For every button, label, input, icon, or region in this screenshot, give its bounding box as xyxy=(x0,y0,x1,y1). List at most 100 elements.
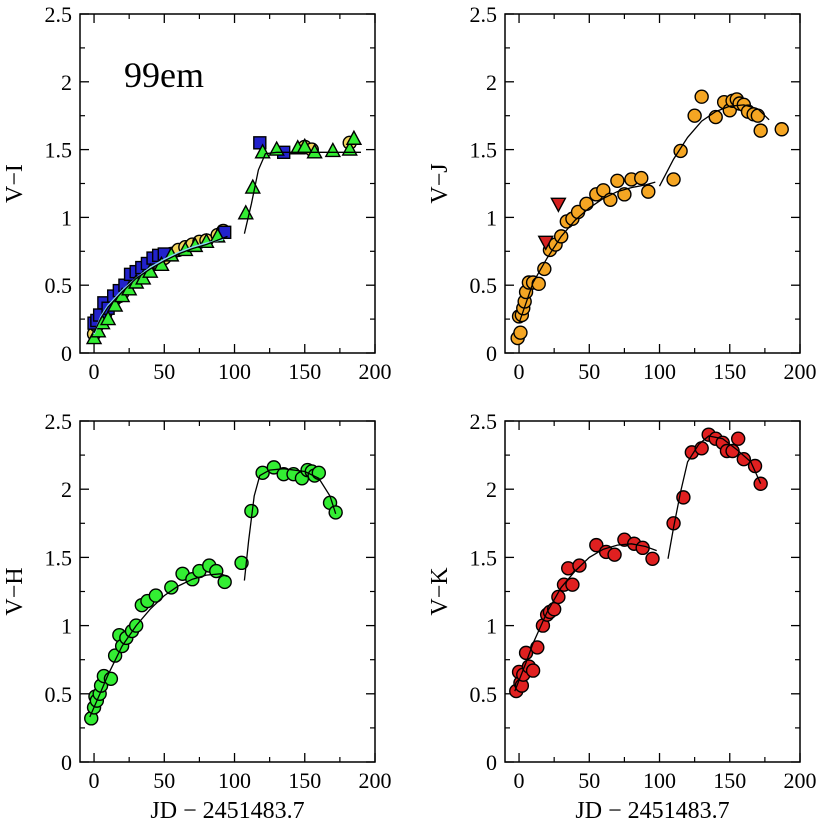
x-tick-label: 0 xyxy=(514,359,525,384)
y-tick-label: 0 xyxy=(486,750,497,775)
x-tick-label: 150 xyxy=(713,359,746,384)
panel-bottom-left: 0 50 100 150 200 0 0.5 1 1.5 2 2.5 V−H JD − 2451483.… xyxy=(2,409,392,824)
data-point-triangle xyxy=(106,296,124,312)
data-point-circle xyxy=(753,476,768,491)
data-point-circle xyxy=(537,261,552,277)
data-point-triangle xyxy=(324,141,342,158)
data-point-circle xyxy=(635,540,650,556)
data-point-circle xyxy=(164,580,179,595)
data-point-triangle xyxy=(99,310,117,326)
y-tick-label: 2 xyxy=(61,70,72,95)
x-tick-label: 150 xyxy=(288,768,321,793)
supernova-label: 99em xyxy=(124,55,204,95)
x-tick-label: 50 xyxy=(578,768,600,793)
data-point-circle xyxy=(311,465,327,481)
x-tick-label: 0 xyxy=(514,768,525,793)
y-tick-label: 0 xyxy=(61,341,72,366)
y-tick-label: 1.5 xyxy=(470,545,498,570)
data-point-circle xyxy=(209,563,224,579)
panel-bottom-right: 0 50 100 150 200 0 0.5 1 1.5 2 2.5 V−K JD − 2451483.… xyxy=(427,409,817,824)
data-point-circle xyxy=(546,602,562,617)
y-tick-label: 2 xyxy=(486,70,497,95)
x-tick-label: 0 xyxy=(89,359,100,384)
data-point-circle xyxy=(513,325,528,340)
x-tick-label: 200 xyxy=(784,768,817,793)
data-point-circle xyxy=(736,451,752,467)
data-point-circle xyxy=(687,108,702,123)
data-point-circle xyxy=(750,108,766,123)
y-tick-label: 1 xyxy=(486,614,497,639)
data-point-triangle xyxy=(254,143,271,159)
x-tick-label: 100 xyxy=(218,768,251,793)
data-point-circle xyxy=(666,172,681,187)
x-tick-label: 100 xyxy=(643,359,676,384)
data-point-circle xyxy=(610,173,625,188)
y-tick-label: 2.5 xyxy=(470,2,498,27)
y-tick-label: 1.5 xyxy=(470,138,498,163)
y-axis-label: V−H xyxy=(2,567,28,615)
y-tick-label: 0 xyxy=(61,750,72,775)
y-tick-label: 1 xyxy=(486,205,497,230)
data-point-circle xyxy=(565,577,580,592)
data-point-circle xyxy=(579,196,594,212)
data-point-triangle xyxy=(306,143,323,159)
data-point-circle xyxy=(234,555,249,571)
data-point-circle xyxy=(572,558,587,573)
y-axis-label: V−K xyxy=(427,567,453,616)
fit-curve xyxy=(89,573,228,718)
data-point-triangle xyxy=(244,178,261,194)
fit-curve xyxy=(667,435,762,559)
x-tick-label: 100 xyxy=(218,359,251,384)
x-tick-label: 200 xyxy=(359,359,392,384)
x-tick-label: 100 xyxy=(643,768,676,793)
data-point-triangle xyxy=(345,129,363,145)
data-point-circle xyxy=(730,431,746,446)
fit-curve xyxy=(93,235,228,333)
data-point-circle xyxy=(551,589,566,605)
y-tick-label: 0.5 xyxy=(470,682,498,707)
fit-curve xyxy=(243,151,361,234)
x-axis-label: JD − 2451483.7 xyxy=(150,798,304,824)
x-axis-label: JD − 2451483.7 xyxy=(575,798,729,824)
data-point-circle xyxy=(641,184,656,199)
data-point-triangle-down xyxy=(550,197,567,213)
x-tick-label: 50 xyxy=(153,359,175,384)
y-tick-label: 0.5 xyxy=(470,273,498,298)
data-point-triangle-down xyxy=(537,235,554,251)
data-point-circle xyxy=(774,122,789,137)
plot-frame xyxy=(79,420,376,763)
data-point-circle xyxy=(645,551,660,566)
y-tick-label: 0 xyxy=(486,341,497,366)
y-tick-label: 2.5 xyxy=(470,409,498,434)
y-tick-label: 1 xyxy=(61,205,72,230)
data-point-circle xyxy=(589,537,604,553)
y-tick-label: 0.5 xyxy=(45,682,73,707)
data-point-circle xyxy=(217,574,232,590)
data-point-circle xyxy=(634,170,649,186)
y-axis-label: V−J xyxy=(427,163,453,203)
data-point-circle xyxy=(531,276,546,292)
y-tick-label: 1.5 xyxy=(45,545,73,570)
x-tick-label: 150 xyxy=(288,359,321,384)
fit-curve xyxy=(243,468,337,581)
data-point-circle xyxy=(607,547,622,562)
y-tick-label: 2 xyxy=(61,477,72,502)
data-point-circle xyxy=(148,588,164,603)
y-tick-label: 2 xyxy=(486,477,497,502)
data-point-circle xyxy=(708,109,723,125)
y-tick-label: 2.5 xyxy=(45,409,73,434)
data-point-circle xyxy=(694,441,709,456)
x-tick-label: 150 xyxy=(713,768,746,793)
x-tick-label: 0 xyxy=(89,768,100,793)
data-point-circle xyxy=(530,640,545,655)
fit-curve xyxy=(658,104,770,187)
data-point-circle xyxy=(753,123,768,138)
x-tick-label: 50 xyxy=(153,768,175,793)
x-tick-label: 200 xyxy=(784,359,817,384)
panel-top-left: 0 50 100 150 200 0 0.5 1 1.5 2 2.5 V−I 99em xyxy=(2,2,392,384)
data-point-circle xyxy=(694,89,709,104)
y-axis-label: V−I xyxy=(2,164,28,203)
panel-top-right: 0 50 100 150 200 0 0.5 1 1.5 2 2.5 V−J xyxy=(427,2,817,384)
x-tick-label: 50 xyxy=(578,359,600,384)
